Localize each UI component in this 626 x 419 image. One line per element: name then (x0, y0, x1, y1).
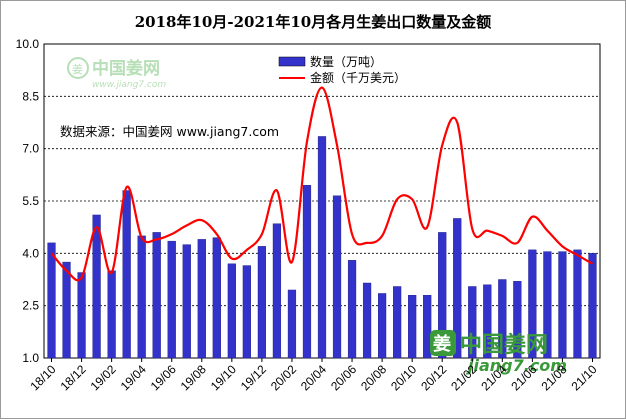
bar (287, 289, 297, 359)
bar (423, 295, 432, 359)
y-tick-label: 5.5 (22, 194, 39, 208)
x-tick-label: 19/06 (148, 362, 179, 393)
y-tick-label: 4.0 (22, 246, 39, 260)
legend: 数量（万吨） 金额（千万美元） (278, 54, 406, 85)
x-tick-label: 20/06 (328, 362, 359, 393)
chart-title: 2018年10月-2021年10月各月生姜出口数量及金额 (135, 13, 491, 31)
bottom-watermark: 姜 中国姜网 jiang7.com (430, 330, 567, 375)
source-note: 数据来源：中国姜网 www.jiang7.com (60, 124, 279, 139)
legend-bar-swatch (278, 56, 306, 67)
x-tick-label: 21/10 (568, 362, 599, 393)
legend-bar-label: 数量（万吨） (310, 54, 382, 69)
bar (573, 249, 582, 359)
x-tick-label: 20/10 (388, 362, 419, 393)
y-tick-label: 10.0 (16, 37, 40, 51)
bar (242, 265, 251, 359)
bar (378, 293, 387, 359)
watermark-top-url: www.jiang7.com (92, 80, 166, 90)
y-axis-ticks: 1.0 2.5 4.0 5.5 7.0 8.5 10.0 (16, 37, 40, 365)
bar (107, 270, 116, 359)
bar (92, 214, 101, 359)
watermark-logo-icon (67, 57, 89, 79)
x-tick-label: 20/12 (418, 362, 449, 393)
bar (167, 240, 176, 359)
y-tick-label: 1.0 (22, 351, 39, 365)
legend-line-label: 金额（千万美元） (310, 70, 406, 85)
watermark-bottom-name: 中国姜网 (460, 332, 548, 358)
bar (77, 272, 86, 359)
bar (197, 239, 206, 359)
watermark-glyph-bottom: 姜 (433, 333, 451, 355)
x-tick-label: 20/02 (268, 362, 299, 393)
bar (137, 235, 146, 359)
x-tick-label: 19/02 (88, 362, 119, 393)
bar (558, 251, 567, 359)
bar (453, 218, 462, 359)
x-tick-label: 19/12 (238, 362, 269, 393)
x-tick-label: 19/08 (178, 362, 209, 393)
bar-series (47, 136, 597, 359)
bar (543, 251, 552, 359)
top-watermark: 姜 中国姜网 www.jiang7.com (67, 57, 166, 90)
x-tick-label: 19/04 (118, 362, 149, 393)
watermark-logo-icon-bottom (430, 330, 456, 356)
x-tick-label: 18/10 (28, 362, 59, 393)
watermark-top-name: 中国姜网 (92, 58, 160, 79)
bar (212, 237, 221, 359)
bar (317, 136, 327, 359)
bar (332, 195, 342, 359)
bar (47, 242, 56, 359)
y-tick-label: 2.5 (22, 299, 39, 313)
bar (513, 281, 522, 359)
bar (182, 244, 191, 359)
x-tick-label: 20/08 (358, 362, 389, 393)
bar (257, 246, 266, 359)
y-tick-label: 8.5 (22, 89, 39, 103)
x-tick-label: 18/12 (58, 362, 89, 393)
bar (393, 286, 402, 359)
x-tick-label: 20/04 (298, 362, 329, 393)
line-series (50, 86, 594, 282)
y-tick-label: 7.0 (22, 142, 39, 156)
bar (588, 253, 597, 359)
bar (362, 282, 372, 359)
x-tick-label: 19/10 (208, 362, 239, 393)
bar (62, 261, 71, 359)
watermark-glyph: 姜 (72, 62, 83, 76)
bar (347, 260, 357, 359)
bar (408, 295, 417, 359)
amount-line (50, 86, 594, 282)
bar (483, 284, 492, 359)
bar (152, 232, 161, 359)
bar (227, 263, 236, 359)
bar (272, 223, 282, 359)
bar (302, 185, 312, 359)
bar (122, 190, 131, 359)
watermark-bottom-url: jiang7.com (465, 356, 567, 375)
